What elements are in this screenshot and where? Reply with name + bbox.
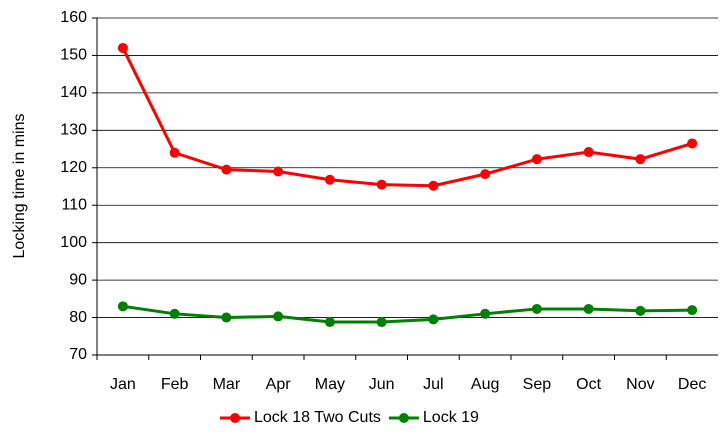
x-tick-label: Mar bbox=[213, 376, 241, 393]
data-point bbox=[428, 180, 439, 191]
x-tick-label: Jan bbox=[110, 376, 136, 393]
data-point bbox=[583, 147, 594, 158]
x-tick-label: Feb bbox=[161, 376, 189, 393]
legend-marker bbox=[398, 413, 409, 423]
y-tick-label: 80 bbox=[69, 309, 87, 326]
y-tick-label: 140 bbox=[60, 84, 87, 101]
y-tick-label: 70 bbox=[69, 346, 87, 363]
x-tick-label: Oct bbox=[576, 376, 601, 393]
series-line bbox=[121, 47, 693, 188]
data-point bbox=[635, 305, 646, 316]
data-point bbox=[169, 308, 180, 319]
y-tick-label: 110 bbox=[61, 196, 87, 213]
data-point bbox=[480, 308, 491, 319]
x-tick-label: Aug bbox=[471, 376, 499, 393]
legend-label: Lock 19 bbox=[423, 409, 479, 426]
x-tick-label: Nov bbox=[626, 376, 654, 393]
data-point bbox=[324, 174, 335, 185]
data-point bbox=[583, 303, 594, 314]
y-axis-label: Locking time in mins bbox=[11, 114, 28, 259]
series-line bbox=[122, 304, 693, 324]
data-point bbox=[428, 314, 439, 325]
data-point bbox=[169, 147, 180, 158]
data-point bbox=[117, 42, 128, 53]
y-tick-label: 90 bbox=[69, 271, 87, 288]
data-point bbox=[221, 164, 232, 175]
data-point bbox=[635, 154, 646, 165]
x-tick-label: Sep bbox=[523, 376, 552, 393]
legend-label: Lock 18 Two Cuts bbox=[254, 409, 381, 426]
data-point bbox=[324, 317, 335, 328]
x-tick-label: Jul bbox=[423, 376, 443, 393]
y-tick-label: 130 bbox=[60, 122, 87, 139]
data-point bbox=[117, 301, 128, 312]
data-point bbox=[273, 311, 284, 322]
legend-marker bbox=[230, 413, 240, 423]
x-tick-label: May bbox=[315, 376, 345, 393]
y-tick-label: 120 bbox=[60, 159, 87, 176]
data-point bbox=[376, 179, 387, 190]
data-point bbox=[531, 154, 542, 165]
x-tick-label: Apr bbox=[266, 376, 292, 393]
y-tick-label: 100 bbox=[60, 234, 87, 251]
data-point bbox=[687, 305, 698, 316]
data-point bbox=[273, 166, 284, 177]
data-point bbox=[687, 138, 698, 149]
data-point bbox=[480, 169, 491, 180]
x-tick-label: Jun bbox=[369, 376, 395, 393]
data-point bbox=[531, 303, 542, 314]
x-tick-label: Dec bbox=[678, 376, 706, 393]
y-tick-label: 160 bbox=[60, 9, 87, 26]
data-point bbox=[376, 317, 387, 328]
y-tick-label: 150 bbox=[60, 47, 87, 64]
data-point bbox=[221, 312, 232, 323]
